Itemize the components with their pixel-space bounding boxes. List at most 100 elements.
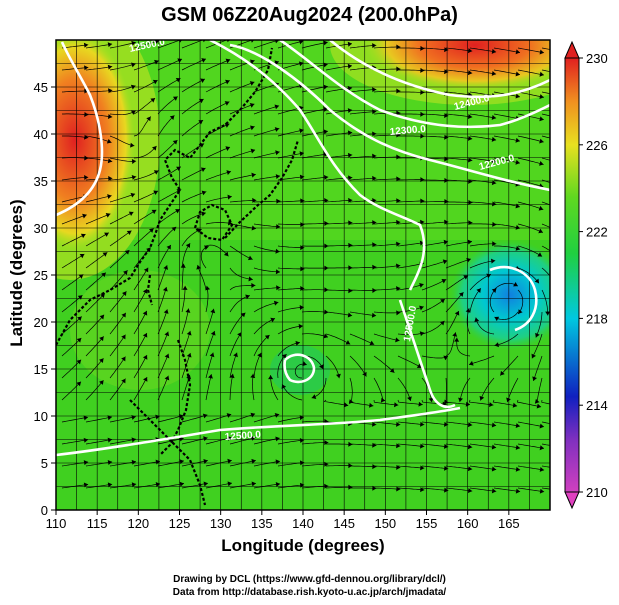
streamline: [61, 274, 84, 291]
wind-arrowhead: [84, 111, 89, 117]
wind-arrowhead: [348, 242, 353, 248]
streamline: [493, 201, 520, 208]
streamline: [421, 135, 449, 138]
wind-arrowhead: [227, 194, 232, 200]
streamline: [109, 438, 136, 445]
wind-arrowhead: [444, 199, 449, 205]
wind-arrowhead: [420, 67, 425, 73]
streamline: [468, 399, 494, 406]
streamline: [541, 91, 550, 95]
streamline: [326, 443, 353, 445]
streamline: [494, 311, 519, 320]
streamline: [133, 354, 148, 379]
wind-arrowhead: [539, 488, 545, 494]
credits: Drawing by DCL (https://www.gfd-dennou.o…: [0, 573, 619, 599]
wind-arrowhead: [395, 263, 401, 269]
wind-arrowhead: [539, 160, 544, 166]
wind-arrowhead: [465, 401, 471, 407]
streamline: [229, 352, 238, 379]
wind-arrowhead: [395, 337, 400, 343]
wind-arrowhead: [407, 396, 412, 401]
streamline: [349, 44, 377, 49]
wind-arrowhead: [77, 316, 82, 322]
wind-arrowhead: [107, 415, 112, 421]
wind-arrowhead: [203, 458, 208, 464]
wind-arrowhead: [251, 282, 256, 288]
streamline: [277, 267, 305, 270]
streamline: [181, 285, 186, 313]
wind-arrowhead: [175, 78, 181, 83]
wind-arrowhead: [250, 125, 255, 131]
wind-arrowhead: [83, 415, 88, 421]
streamline: [133, 415, 160, 423]
streamline: [323, 399, 349, 406]
streamline: [85, 483, 113, 489]
wind-arrowhead: [347, 152, 353, 158]
streamline: [61, 90, 89, 93]
wind-arrowhead: [348, 220, 353, 226]
streamline: [109, 461, 137, 467]
streamline: [181, 40, 204, 49]
wind-arrowhead: [396, 219, 401, 225]
contour-label: 12300.0: [389, 124, 426, 138]
wind-arrowhead: [545, 311, 550, 316]
wind-arrowhead: [515, 71, 520, 77]
wind-arrowhead: [347, 41, 353, 47]
wind-arrowhead: [300, 245, 305, 251]
wind-arrowhead: [428, 397, 434, 403]
streamline: [349, 177, 377, 181]
streamline: [61, 157, 89, 159]
streamline: [350, 465, 377, 468]
streamline: [373, 377, 386, 401]
streamline: [205, 101, 230, 115]
streamline: [373, 355, 395, 373]
wind-arrowhead: [210, 308, 216, 314]
streamline: [517, 135, 544, 143]
wind-arrowhead: [107, 482, 113, 488]
streamline: [85, 461, 113, 467]
streamline: [61, 214, 87, 225]
wind-arrowhead: [227, 458, 232, 464]
wind-arrowhead: [107, 194, 112, 200]
streamline: [397, 242, 425, 247]
streamline: [229, 174, 256, 181]
wind-arrowhead: [394, 402, 399, 408]
wind-arrowhead: [396, 486, 401, 492]
streamline: [517, 267, 540, 284]
wind-arrowhead: [155, 482, 161, 487]
streamline: [517, 47, 545, 54]
streamline: [445, 113, 473, 118]
streamline: [517, 91, 544, 98]
streamline: [541, 465, 550, 468]
streamline: [301, 41, 328, 49]
height-contours: [56, 40, 550, 457]
streamline: [398, 69, 425, 71]
streamline: [421, 487, 449, 491]
wind-arrowhead: [372, 131, 377, 137]
wind-arrowhead: [245, 294, 250, 300]
streamline: [326, 244, 353, 247]
streamline: [253, 151, 280, 159]
wind-arrowhead: [275, 459, 280, 465]
wind-arrowhead: [99, 380, 104, 385]
y-tick-label: 35: [34, 174, 48, 189]
streamline: [205, 352, 214, 379]
streamline: [253, 301, 279, 313]
wind-arrowhead: [372, 197, 377, 203]
wind-arrowhead: [467, 466, 473, 472]
wind-arrowhead: [467, 239, 473, 245]
streamline: [205, 482, 232, 489]
wind-arrowhead: [515, 49, 521, 55]
streamline: [229, 149, 256, 159]
wind-arrowhead: [347, 108, 353, 114]
streamline: [109, 270, 128, 291]
wind-arrowhead: [491, 288, 497, 293]
wind-arrowhead: [324, 220, 329, 226]
wind-arrowhead: [324, 418, 329, 424]
wind-arrowhead: [515, 224, 521, 230]
streamline: [373, 90, 401, 93]
streamline: [397, 443, 425, 447]
wind-arrowhead: [539, 466, 545, 472]
wind-arrowhead: [441, 279, 447, 284]
streamline: [61, 416, 89, 423]
